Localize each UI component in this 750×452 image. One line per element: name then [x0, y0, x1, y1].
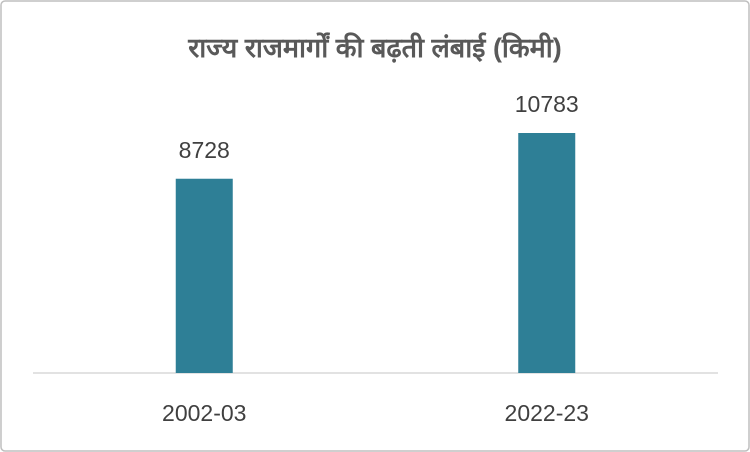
bar — [518, 133, 576, 373]
x-tick-label: 2022-23 — [505, 400, 589, 426]
data-label: 8728 — [179, 137, 230, 163]
x-tick-label: 2002-03 — [162, 400, 246, 426]
bar — [175, 178, 233, 373]
data-label: 10783 — [515, 91, 579, 117]
chart-title: राज्य राजमार्गों की बढ़ती लंबाई (किमी) — [187, 32, 562, 63]
